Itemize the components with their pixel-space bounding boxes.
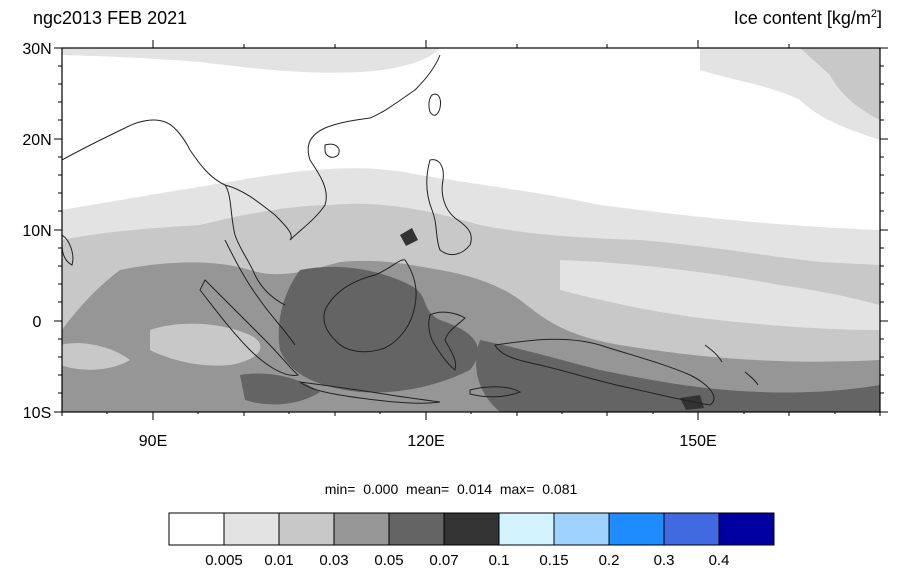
axis-ticks xyxy=(54,40,888,420)
lon-label: 150E xyxy=(679,433,716,450)
colorbar-label: 0.005 xyxy=(205,552,243,569)
colorbar-box xyxy=(388,512,445,546)
colorbar-box xyxy=(553,512,610,546)
colorbar-label: 0.07 xyxy=(429,552,458,569)
colorbar-label: 0.1 xyxy=(489,552,510,569)
colorbar-box xyxy=(333,512,390,546)
colorbar-box xyxy=(498,512,555,546)
colorbar-box xyxy=(443,512,500,546)
lat-label: 10N xyxy=(22,223,51,240)
colorbar-box xyxy=(718,512,775,546)
statistics-line: min= 0.000 mean= 0.014 max= 0.081 xyxy=(324,481,578,497)
plot-title-left: ngc2013 FEB 2021 xyxy=(33,8,188,28)
colorbar-label: 0.03 xyxy=(319,552,348,569)
colorbar-label: 0.15 xyxy=(539,552,568,569)
colorbar-label: 0.4 xyxy=(709,552,730,569)
lat-label: 0 xyxy=(33,314,42,331)
colorbar-label: 0.05 xyxy=(374,552,403,569)
colorbar-label: 0.2 xyxy=(599,552,620,569)
colorbar-box xyxy=(278,512,335,546)
colorbar: 0.005 0.01 0.03 0.05 0.07 0.1 0.15 0.2 0.3 0.4 xyxy=(168,512,775,569)
colorbar-box xyxy=(168,512,225,546)
lat-label: 10S xyxy=(23,405,51,422)
plot-title-right: Ice content [kg/m2] xyxy=(733,8,882,28)
colorbar-label: 0.01 xyxy=(264,552,293,569)
colorbar-box xyxy=(608,512,665,546)
colorbar-box xyxy=(223,512,280,546)
lon-label: 120E xyxy=(407,433,444,450)
lat-label: 20N xyxy=(22,132,51,149)
colorbar-box xyxy=(663,512,720,546)
colorbar-label: 0.3 xyxy=(654,552,675,569)
lon-label: 90E xyxy=(139,433,167,450)
ice-content-field xyxy=(62,48,880,412)
coastlines xyxy=(62,54,759,406)
lat-label: 30N xyxy=(22,41,51,58)
